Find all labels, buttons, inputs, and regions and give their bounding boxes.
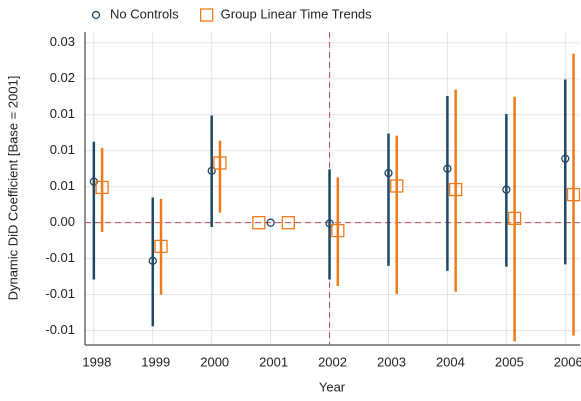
x-tick-label: 2005 — [495, 354, 524, 369]
y-tick-label: 0.01 — [50, 106, 75, 121]
point — [95, 180, 109, 195]
x-tick-label: 2000 — [200, 354, 229, 369]
point — [281, 216, 295, 230]
point — [502, 185, 511, 194]
y-tick-label: 0.01 — [50, 178, 75, 193]
point — [252, 216, 266, 230]
x-tick-label: 2001 — [259, 354, 288, 369]
y-tick-label: -0.01 — [45, 250, 75, 265]
y-tick-label: 0.01 — [50, 142, 75, 157]
x-tick-label: 2003 — [377, 354, 406, 369]
x-tick-label: 1998 — [82, 354, 111, 369]
y-tick-label: 0.00 — [50, 214, 75, 229]
x-axis-label: Year — [319, 379, 346, 394]
legend-label: No Controls — [110, 6, 179, 21]
point — [331, 223, 345, 238]
x-tick-label: 1999 — [141, 354, 170, 369]
y-tick-label: -0.01 — [45, 286, 75, 301]
point — [207, 166, 216, 176]
y-tick-label: -0.01 — [45, 322, 75, 337]
point — [449, 182, 463, 197]
point — [213, 156, 227, 170]
point — [507, 211, 522, 226]
y-tick-label: 0.03 — [50, 34, 75, 49]
point — [443, 164, 452, 173]
x-tick-label: 2006 — [554, 354, 581, 369]
y-tick-label: 0.02 — [50, 70, 75, 85]
y-axis-label: Dynamic DiD Coefficient [Base = 2001] — [5, 76, 20, 301]
legend-label: Group Linear Time Trends — [221, 6, 373, 21]
point — [384, 168, 393, 178]
point — [266, 218, 275, 227]
point — [325, 219, 334, 228]
legend-marker — [199, 8, 214, 22]
point — [154, 239, 168, 254]
x-tick-label: 2002 — [318, 354, 347, 369]
legend-marker — [91, 10, 101, 20]
point — [561, 154, 570, 163]
point — [148, 256, 157, 265]
point — [390, 179, 404, 193]
point — [566, 187, 581, 202]
x-tick-label: 2004 — [436, 354, 465, 369]
